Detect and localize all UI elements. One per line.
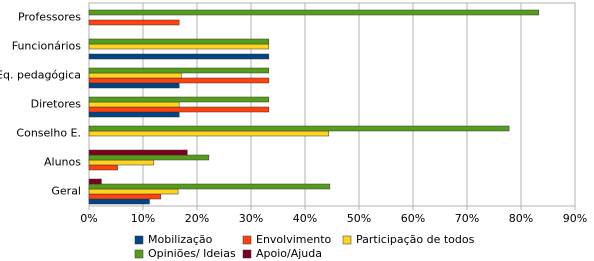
bar xyxy=(88,9,540,16)
bar xyxy=(88,82,180,89)
y-tick-label: Professores xyxy=(18,11,81,24)
x-tick-label: 80% xyxy=(509,212,533,225)
bar xyxy=(88,159,155,166)
x-tick-label: 60% xyxy=(401,212,425,225)
x-tick-label: 0% xyxy=(80,212,97,225)
bar xyxy=(88,111,180,118)
bar xyxy=(88,67,270,74)
bar xyxy=(88,101,180,108)
x-tick-label: 20% xyxy=(185,212,209,225)
bar xyxy=(88,106,270,113)
legend-label: Mobilização xyxy=(148,233,213,246)
y-tick-label: Diretores xyxy=(31,98,82,111)
bar xyxy=(88,164,118,171)
bar xyxy=(88,188,179,195)
bar xyxy=(88,198,150,205)
bar xyxy=(88,43,270,50)
bar xyxy=(88,38,270,45)
bar xyxy=(88,19,180,26)
x-tick-label: 50% xyxy=(347,212,371,225)
legend-swatch xyxy=(242,235,252,245)
legend-label: Opiniões/ Ideias xyxy=(148,247,236,260)
bar xyxy=(88,193,162,200)
legend-label: Apoio/Ajuda xyxy=(256,247,322,260)
bar xyxy=(88,96,270,103)
legend-swatch xyxy=(134,249,144,259)
y-tick-label: Alunos xyxy=(44,156,81,169)
bar xyxy=(88,149,188,156)
bar xyxy=(88,154,210,161)
legend-label: Envolvimento xyxy=(256,233,332,246)
x-tick-label: 70% xyxy=(455,212,479,225)
legend-swatch xyxy=(342,235,352,245)
bar xyxy=(88,178,102,185)
y-tick-label: Funcionários xyxy=(12,40,82,53)
x-tick-label: 40% xyxy=(293,212,317,225)
x-tick-label: 10% xyxy=(131,212,155,225)
y-tick-label: Eq. pedagógica xyxy=(0,69,81,82)
bar xyxy=(88,72,182,79)
bar xyxy=(88,77,270,84)
x-tick-label: 90% xyxy=(563,212,587,225)
bar xyxy=(88,53,270,60)
legend-swatch xyxy=(134,235,144,245)
bar xyxy=(88,130,330,137)
y-tick-label: Geral xyxy=(51,185,81,198)
y-tick-label: Conselho E. xyxy=(16,127,81,140)
legend-swatch xyxy=(242,249,252,259)
bar xyxy=(88,183,331,190)
legend-label: Participação de todos xyxy=(356,233,475,246)
bar xyxy=(88,125,510,132)
x-tick-label: 30% xyxy=(239,212,263,225)
